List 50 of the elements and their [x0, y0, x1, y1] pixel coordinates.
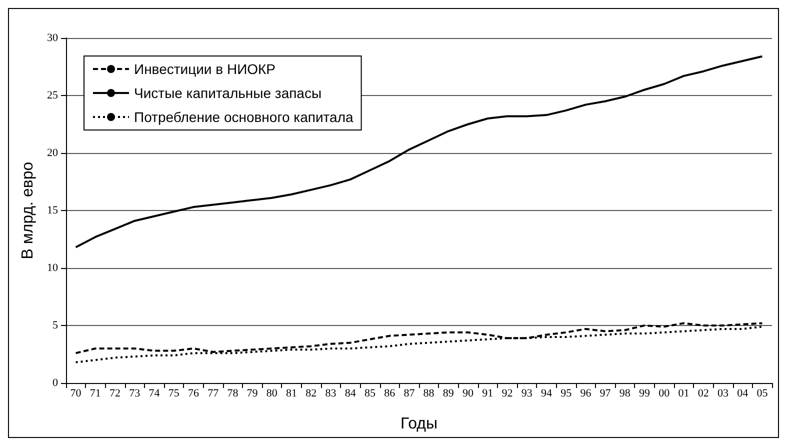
x-tick-label: 88: [423, 388, 435, 400]
x-tick-label: 86: [384, 388, 396, 400]
x-tick-label: 73: [129, 388, 141, 400]
x-tick-label: 80: [266, 388, 278, 400]
x-tick-label: 81: [286, 388, 298, 400]
legend-label: Чистые капитальные запасы: [134, 85, 322, 101]
x-axis-title: Годы: [400, 416, 438, 432]
x-tick-label: 93: [521, 388, 533, 400]
y-tick-label: 30: [47, 32, 58, 44]
x-tick-label: 96: [580, 388, 592, 400]
y-tick-label: 25: [47, 90, 58, 102]
x-tick-label: 84: [344, 388, 356, 400]
x-tick-label: 90: [462, 388, 474, 400]
y-tick-label: 10: [47, 262, 58, 274]
x-tick-label: 03: [717, 388, 729, 400]
x-tick-label: 94: [540, 388, 552, 400]
y-tick-label: 0: [52, 377, 58, 389]
x-tick-label: 01: [678, 388, 690, 400]
x-tick-label: 05: [756, 388, 768, 400]
x-tick-label: 02: [698, 388, 709, 400]
x-tick-label: 92: [502, 388, 513, 400]
legend-label: Инвестиции в НИОКР: [134, 61, 276, 77]
x-tick-label: 79: [246, 388, 258, 400]
x-tick-label: 76: [188, 388, 200, 400]
y-tick-label: 5: [52, 320, 58, 332]
line-series: [74, 326, 764, 364]
y-axis-title: В млрд. евро: [20, 162, 36, 260]
y-tick-label: 15: [47, 204, 58, 216]
x-tick-label: 99: [639, 388, 651, 400]
x-tick-label: 82: [306, 388, 317, 400]
x-tick-label: 85: [364, 388, 376, 400]
x-tick-label: 77: [208, 388, 220, 400]
x-tick-label: 70: [70, 388, 82, 400]
line-series: [74, 55, 764, 248]
x-tick-label: 89: [442, 388, 454, 400]
x-tick-label: 95: [560, 388, 572, 400]
x-tick-label: 91: [482, 388, 494, 400]
x-tick-label: 72: [110, 388, 121, 400]
x-tick-label: 04: [737, 388, 749, 400]
y-tick-label: 20: [47, 147, 58, 159]
x-tick-label: 98: [619, 388, 631, 400]
x-tick-label: 87: [404, 388, 416, 400]
x-tick-label: 75: [168, 388, 180, 400]
x-tick-label: 74: [148, 388, 160, 400]
x-tick-label: 83: [325, 388, 337, 400]
x-tick-label: 71: [90, 388, 101, 400]
legend-label: Потребление основного капитала: [134, 109, 354, 125]
x-tick-label: 00: [658, 388, 670, 400]
x-tick-label: 97: [600, 388, 612, 400]
x-tick-label: 78: [227, 388, 239, 400]
